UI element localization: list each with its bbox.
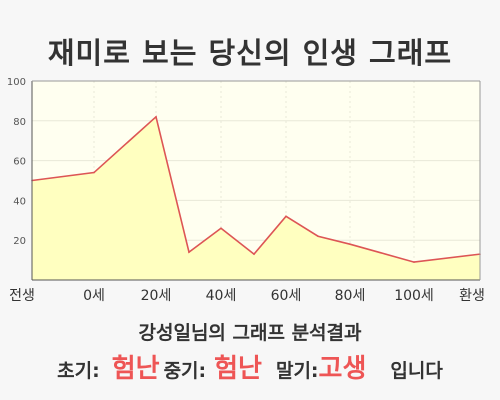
x-tick-label: 80세 [335,288,366,304]
result-line: 초기: 험난 중기: 험난 말기: 고생 입니다 [0,348,500,385]
data-point-1 [93,171,95,174]
late-label: 말기: [275,360,319,382]
data-point-2 [155,116,157,118]
x-tick-label: 100세 [394,288,434,304]
y-tick-label: 100 [7,77,26,88]
y-tick-label: 60 [13,157,26,168]
x-tick-label: 전생 [9,288,35,304]
summary-title: 강성일님의 그래프 분석결과 [138,322,362,344]
data-point-5 [253,253,255,255]
data-point-9 [413,261,415,263]
x-tick-label: 환생 [459,288,485,304]
data-point-3 [188,251,190,253]
data-point-4 [220,227,222,230]
middle-label: 중기: [163,360,207,382]
y-tick-label: 80 [13,117,26,128]
y-tick-label: 20 [13,236,26,247]
series-area [32,116,480,280]
chart-title: 재미로 보는 당신의 인생 그래프 [47,36,453,70]
x-tick-label: 20세 [141,288,172,304]
data-point-8 [349,243,351,245]
early-value: 험난 [111,354,160,384]
ending-text: 입니다 [390,360,443,382]
x-tick-label: 0세 [83,288,105,304]
early-label: 초기: [57,360,100,382]
y-tick-label: 40 [13,196,26,207]
life-graph-chart: 20 40 60 80 100 전생 0세 20세 40세 60세 80세 100세 환생 [7,77,485,304]
x-tick-label: 60세 [271,288,302,304]
data-point-7 [317,235,319,238]
middle-value: 험난 [214,354,262,384]
data-point-6 [285,215,287,218]
late-value: 고생 [318,354,367,384]
x-tick-label: 40세 [206,288,237,304]
